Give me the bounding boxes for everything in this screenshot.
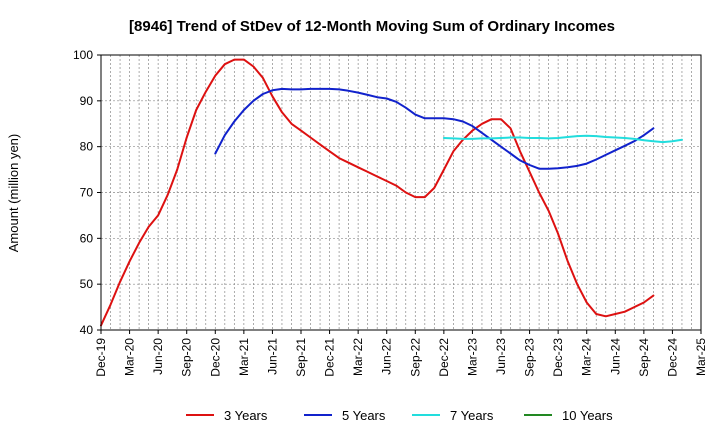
x-tick-label: Dec-22 bbox=[437, 338, 451, 377]
x-tick-label: Sep-21 bbox=[294, 338, 308, 377]
x-tick-label: Mar-25 bbox=[694, 338, 708, 376]
x-tick-label: Jun-20 bbox=[151, 338, 165, 375]
x-tick-label: Dec-20 bbox=[208, 338, 222, 377]
x-tick-label: Mar-21 bbox=[237, 338, 251, 376]
x-tick-label: Mar-23 bbox=[465, 338, 479, 376]
x-tick-label: Sep-24 bbox=[637, 338, 651, 377]
x-tick-label: Jun-21 bbox=[265, 338, 279, 375]
x-tick-label: Sep-22 bbox=[408, 338, 422, 377]
y-tick-label: 40 bbox=[80, 323, 94, 337]
series-lines bbox=[100, 58, 683, 327]
y-tick-label: 80 bbox=[80, 140, 94, 154]
plot-frame bbox=[100, 54, 702, 331]
legend-label-10-years: 10 Years bbox=[562, 408, 613, 423]
series-line-5-years bbox=[214, 87, 655, 170]
x-tick-label: Jun-23 bbox=[494, 338, 508, 375]
legend-label-3-years: 3 Years bbox=[224, 408, 268, 423]
y-axis-ticks: 40 50 60 70 80 90 100 bbox=[73, 48, 101, 337]
x-tick-label: Dec-24 bbox=[665, 338, 679, 377]
series-line-7-years bbox=[442, 134, 683, 144]
x-tick-label: Dec-19 bbox=[94, 338, 108, 377]
x-axis-ticks: Dec-19 Mar-20 Jun-20 Sep-20 Dec-20 Mar-21 Jun-… bbox=[94, 330, 708, 377]
chart-title: [8946] Trend of StDev of 12-Month Moving… bbox=[129, 18, 615, 35]
x-tick-label: Mar-22 bbox=[351, 338, 365, 376]
y-tick-label: 50 bbox=[80, 277, 94, 291]
x-tick-label: Sep-20 bbox=[180, 338, 194, 377]
x-tick-label: Dec-23 bbox=[551, 338, 565, 377]
y-axis-label: Amount (million yen) bbox=[6, 134, 21, 253]
y-tick-label: 90 bbox=[80, 94, 94, 108]
x-tick-label: Sep-23 bbox=[523, 338, 537, 377]
x-tick-label: Mar-20 bbox=[123, 338, 137, 376]
grid bbox=[101, 55, 701, 330]
x-tick-label: Jun-24 bbox=[608, 338, 622, 375]
legend-label-5-years: 5 Years bbox=[342, 408, 386, 423]
x-tick-label: Jun-22 bbox=[380, 338, 394, 375]
legend-label-7-years: 7 Years bbox=[450, 408, 494, 423]
y-tick-label: 60 bbox=[80, 231, 94, 245]
legend: 3 Years 5 Years 7 Years 10 Years bbox=[186, 408, 613, 423]
y-tick-label: 100 bbox=[73, 48, 93, 62]
series-line-3-years bbox=[100, 58, 655, 327]
y-tick-label: 70 bbox=[80, 186, 94, 200]
x-tick-label: Dec-21 bbox=[323, 338, 337, 377]
x-tick-label: Mar-24 bbox=[580, 338, 594, 376]
